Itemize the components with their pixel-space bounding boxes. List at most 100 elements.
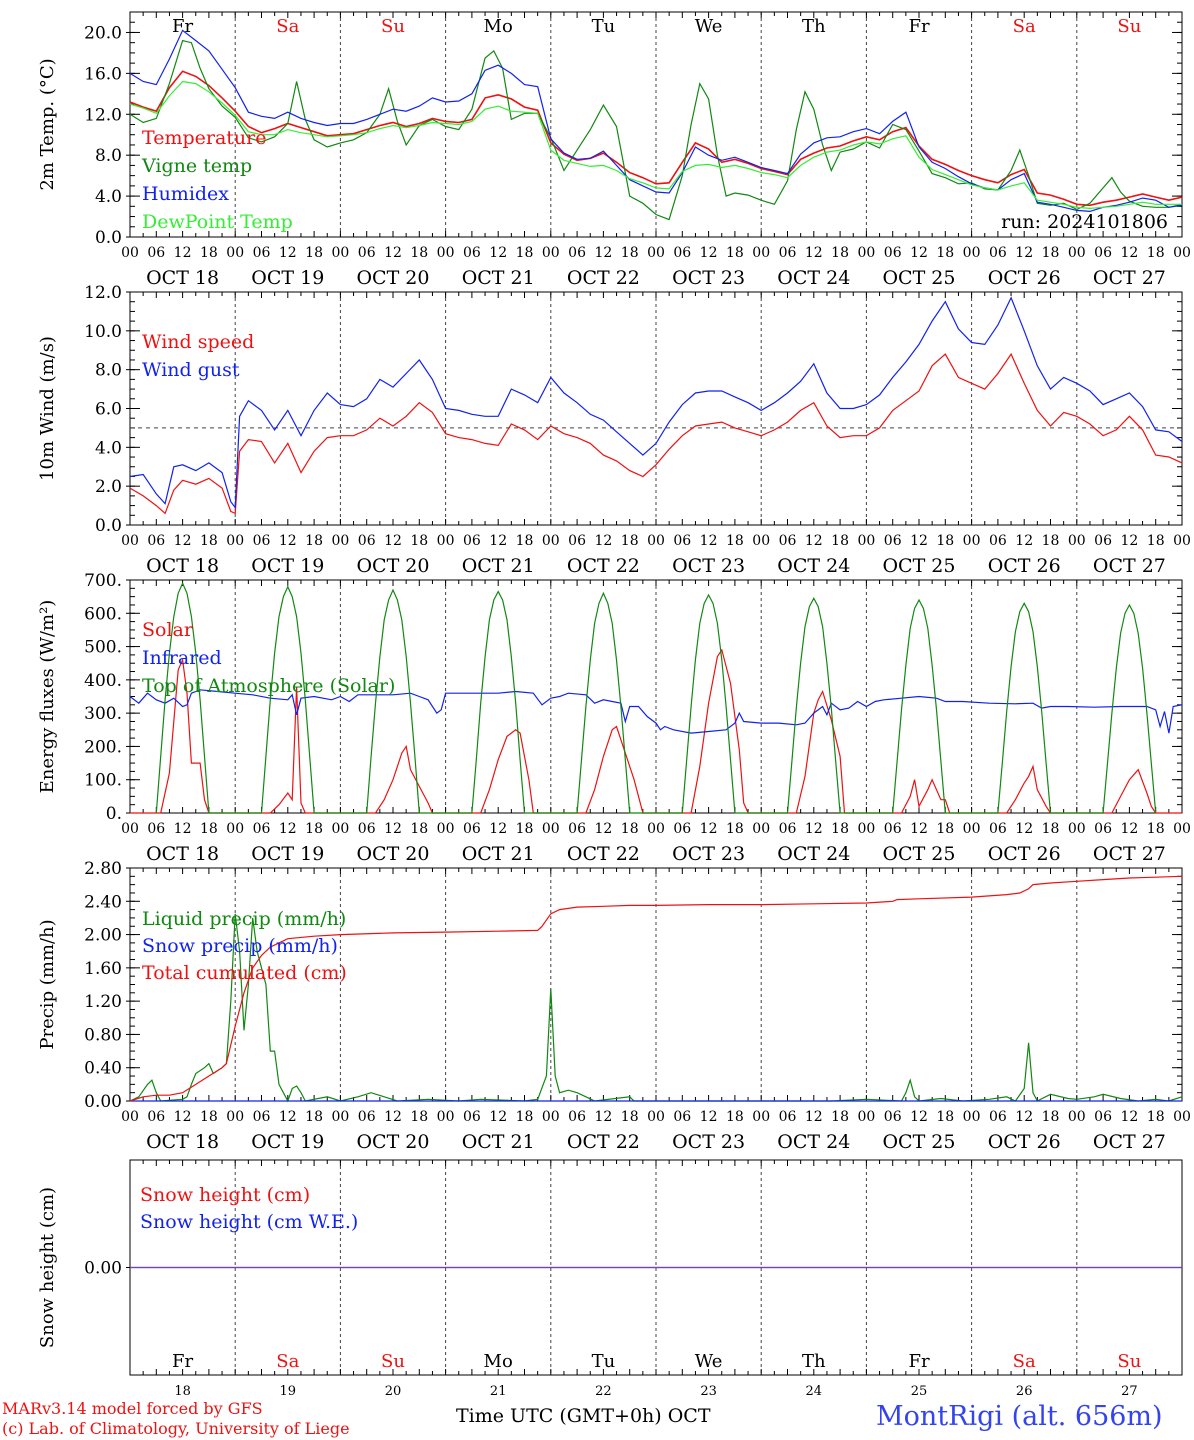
x-date-label: OCT 27: [1093, 555, 1166, 577]
y-tick-label: 0.0: [95, 228, 122, 248]
x-hour-tick-label: 00: [963, 245, 981, 261]
x-hour-tick-label: 18: [200, 1109, 218, 1125]
day-number-label: 18: [174, 1384, 191, 1399]
day-number-label: 27: [1121, 1384, 1138, 1399]
x-date-label: OCT 22: [567, 843, 640, 865]
x-hour-tick-label: 00: [121, 821, 139, 837]
x-hour-tick-label: 06: [989, 245, 1007, 261]
x-hour-tick-label: 06: [463, 533, 481, 549]
x-hour-tick-label: 12: [910, 1109, 928, 1125]
x-date-label: OCT 25: [882, 1131, 955, 1153]
day-name-label: Sa: [1013, 16, 1036, 37]
x-date-label: OCT 27: [1093, 843, 1166, 865]
y-tick-label: 2.40: [84, 892, 122, 912]
x-hour-tick-label: 12: [1015, 821, 1033, 837]
y-tick-label: 700.: [84, 571, 122, 591]
day-name-label: Sa: [276, 16, 299, 37]
day-number-label: 25: [911, 1384, 928, 1399]
x-hour-tick-label: 18: [516, 1109, 534, 1125]
x-hour-tick-label: 00: [647, 245, 665, 261]
x-hour-tick-label: 00: [331, 821, 349, 837]
x-date-label: OCT 18: [146, 555, 219, 577]
y-tick-label: 12.0: [84, 283, 122, 303]
legend-entry: Snow height (cm W.E.): [140, 1211, 358, 1233]
x-hour-tick-label: 06: [568, 533, 586, 549]
legend-entry: Wind gust: [142, 359, 240, 381]
x-hour-tick-label: 18: [1147, 821, 1165, 837]
x-date-label: OCT 23: [672, 267, 745, 289]
x-hour-tick-label: 00: [963, 821, 981, 837]
x-hour-tick-label: 12: [1015, 533, 1033, 549]
x-hour-tick-label: 12: [174, 533, 192, 549]
legend-entry: Wind speed: [142, 331, 254, 353]
x-hour-tick-label: 06: [253, 245, 271, 261]
y-axis-title: 2m Temp. (°C): [37, 58, 58, 190]
x-hour-tick-label: 12: [910, 245, 928, 261]
legend-entry: DewPoint Temp: [142, 211, 293, 233]
series-line-humidex: [129, 29, 1183, 213]
x-hour-tick-label: 18: [200, 533, 218, 549]
x-hour-tick-label: 00: [647, 1109, 665, 1125]
day-name-label: Fr: [172, 16, 193, 37]
y-tick-label: 1.20: [84, 992, 122, 1012]
x-hour-tick-label: 12: [910, 821, 928, 837]
x-hour-tick-label: 00: [963, 1109, 981, 1125]
x-hour-tick-label: 06: [358, 533, 376, 549]
x-hour-tick-label: 06: [1094, 245, 1112, 261]
x-hour-tick-label: 00: [857, 245, 875, 261]
x-hour-tick-label: 06: [147, 533, 165, 549]
y-tick-label: 400.: [84, 671, 122, 691]
x-hour-tick-label: 18: [1147, 1109, 1165, 1125]
x-hour-tick-label: 12: [700, 821, 718, 837]
lab-credit: (c) Lab. of Climatology, University of L…: [2, 1419, 350, 1438]
day-name-label: Su: [381, 1351, 405, 1372]
x-hour-tick-label: 12: [279, 533, 297, 549]
x-hour-tick-label: 00: [647, 821, 665, 837]
day-number-label: 21: [490, 1384, 507, 1399]
day-name-label: We: [695, 1351, 723, 1372]
x-hour-tick-label: 12: [1015, 1109, 1033, 1125]
x-hour-tick-label: 18: [1042, 533, 1060, 549]
x-hour-tick-label: 12: [384, 821, 402, 837]
x-hour-tick-label: 18: [1147, 533, 1165, 549]
x-hour-tick-label: 18: [621, 533, 639, 549]
x-hour-tick-label: 18: [726, 533, 744, 549]
y-tick-label: 0.0: [95, 516, 122, 536]
x-hour-tick-label: 18: [200, 245, 218, 261]
x-hour-tick-label: 18: [1042, 821, 1060, 837]
x-hour-tick-label: 00: [437, 821, 455, 837]
x-hour-tick-label: 06: [1094, 821, 1112, 837]
day-number-label: 22: [595, 1384, 612, 1399]
legend-entry: Temperature: [142, 127, 266, 149]
x-hour-tick-label: 12: [700, 533, 718, 549]
x-date-label: OCT 22: [567, 555, 640, 577]
x-hour-tick-label: 12: [1120, 1109, 1138, 1125]
y-tick-label: 4.0: [95, 438, 122, 458]
x-hour-tick-label: 06: [989, 533, 1007, 549]
day-number-label: 26: [1016, 1384, 1033, 1399]
x-date-label: OCT 25: [882, 555, 955, 577]
x-hour-tick-label: 00: [752, 821, 770, 837]
x-hour-tick-label: 12: [489, 821, 507, 837]
x-hour-tick-label: 18: [621, 245, 639, 261]
x-hour-tick-label: 12: [174, 821, 192, 837]
y-axis-title: Snow height (cm): [37, 1187, 58, 1348]
x-date-label: OCT 24: [777, 1131, 850, 1153]
x-hour-tick-label: 12: [1120, 821, 1138, 837]
x-hour-tick-label: 06: [673, 821, 691, 837]
x-hour-tick-label: 12: [384, 533, 402, 549]
x-hour-tick-label: 00: [1068, 1109, 1086, 1125]
x-hour-tick-label: 00: [226, 533, 244, 549]
run-label: run: 2024101806: [1001, 211, 1168, 233]
x-hour-tick-label: 18: [410, 533, 428, 549]
x-hour-tick-label: 06: [779, 245, 797, 261]
x-hour-tick-label: 06: [358, 821, 376, 837]
x-hour-tick-label: 18: [726, 1109, 744, 1125]
x-hour-tick-label: 12: [489, 1109, 507, 1125]
x-hour-tick-label: 18: [305, 245, 323, 261]
day-number-label: 23: [700, 1384, 717, 1399]
legend-entry: Snow height (cm): [140, 1184, 310, 1206]
y-tick-label: 2.00: [84, 926, 122, 946]
series-line-wind-gust: [129, 296, 1183, 510]
x-date-label: OCT 26: [988, 843, 1061, 865]
